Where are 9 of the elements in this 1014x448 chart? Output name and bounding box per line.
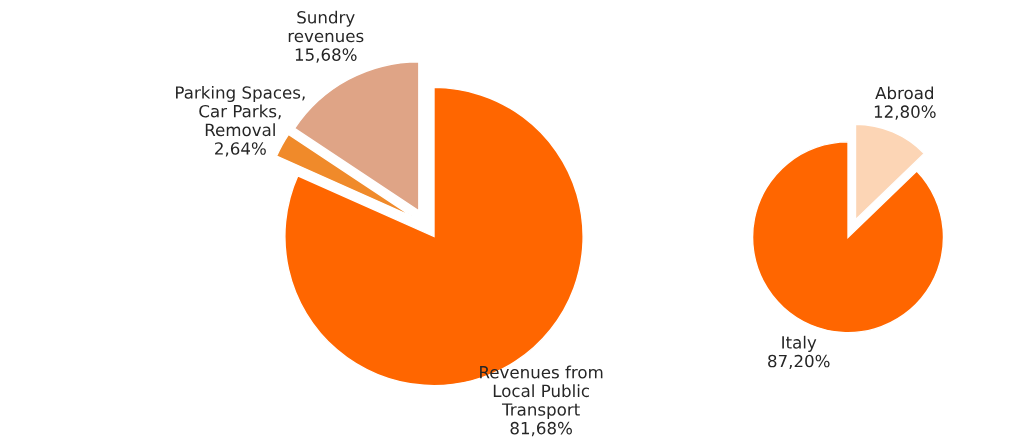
slice-label: Parking Spaces, Car Parks, Removal [176, 85, 305, 137]
data-label: 15,68% [295, 48, 357, 63]
data-label: 12,80% [874, 105, 936, 120]
data-label: 87,20% [768, 354, 830, 370]
data-label: 81,68% [510, 421, 572, 437]
slice-label: Abroad [875, 86, 934, 100]
slice-label: Sundry revenues [288, 10, 364, 43]
slice-label: Italy [782, 335, 817, 352]
data-label: 2,64% [215, 142, 266, 157]
